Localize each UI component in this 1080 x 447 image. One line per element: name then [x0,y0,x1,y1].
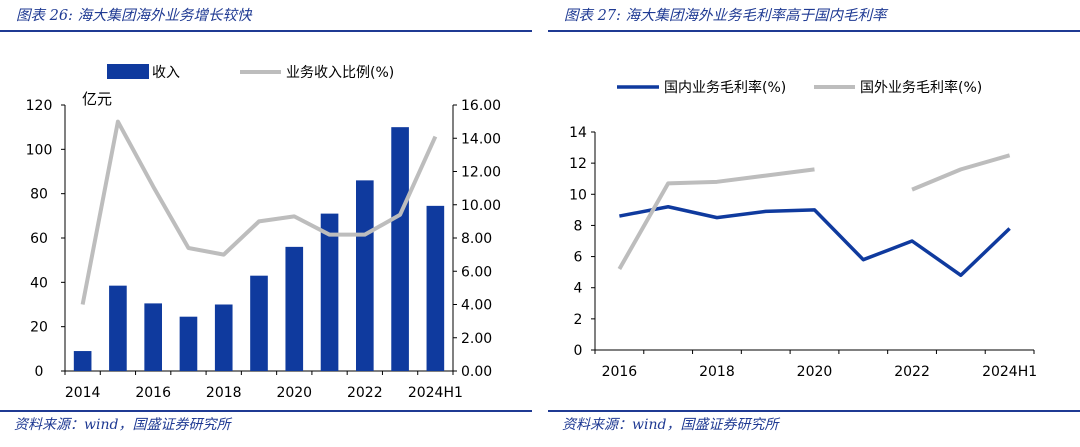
legend-label-share: 业务收入比例(%) [286,65,394,81]
figure-26-title: 图表 26: 海大集团海外业务增长较快 [16,8,252,24]
x-tick-label: 2018 [699,364,735,380]
revenue-bar-2024H1 [426,205,445,371]
y-tick-label: 2 [574,312,583,328]
x-tick-label: 2016 [602,364,638,380]
legend-swatch-revenue [107,64,149,79]
right-y-tick-label: 2.00 [461,331,492,347]
left-y-tick-label: 100 [26,142,53,158]
gross-margin-line-chart: 0 2 4 6 8 10 12 14 2016 2018 2020 2022 2024H1 国内业务毛利率… [569,79,1037,380]
x-tick-label: 2020 [797,364,833,380]
y-tick-label: 4 [574,281,583,297]
revenue-bar-2015 [109,285,127,371]
left-y-tick-label: 60 [30,231,48,247]
right-y-tick-label: 10.00 [461,198,501,214]
x-tick-label: 2022 [894,364,930,380]
y-tick-label: 0 [574,343,583,359]
y-tick-label: 10 [569,187,587,203]
x-tick-label: 2024H1 [982,364,1037,380]
revenue-bar-2016 [144,303,162,371]
overseas-share-line [80,119,438,305]
source-note: 资料来源：wind，国盛证券研究所 [562,417,779,433]
right-y-tick-label: 0.00 [461,364,492,380]
revenue-bar-2021 [320,213,339,371]
overseas-margin-line [617,167,815,271]
revenue-bar-2018 [214,304,233,371]
right-y-tick-label: 6.00 [461,264,492,280]
revenue-bar-2022 [356,180,374,371]
revenue-bar-line-chart: 0 20 40 60 80 100 120 0.00 2.00 4.00 6.00 8.00 10.00… [26,64,501,401]
right-y-tick-label: 4.00 [461,298,492,314]
left-chart-panel: 图表 26: 海大集团海外业务增长较快 0 20 40 60 80 100 120 0.00 2… [0,0,532,447]
y-tick-label: 8 [574,218,583,234]
revenue-bar-2014 [73,351,92,371]
title-divider [548,30,1080,32]
revenue-bar-2019 [250,275,268,371]
x-tick-label: 2018 [206,385,242,401]
x-tick-label: 2020 [276,385,312,401]
x-tick-label: 2016 [135,385,171,401]
source-note: 资料来源：wind，国盛证券研究所 [14,417,231,433]
title-divider [0,30,532,32]
left-y-tick-label: 80 [30,187,48,203]
domestic-margin-line [619,204,1011,278]
left-y-tick-label: 20 [30,320,48,336]
x-tick-label: 2014 [65,385,101,401]
y-unit-label: 亿元 [82,90,112,108]
legend-label-overseas: 国外业务毛利率(%) [860,79,982,96]
legend-label-revenue: 收入 [152,65,180,81]
left-y-tick-label: 120 [26,98,53,114]
right-y-tick-label: 8.00 [461,231,492,247]
left-y-tick-label: 0 [35,364,44,380]
left-y-tick-label: 40 [30,275,48,291]
y-tick-label: 14 [569,125,587,141]
legend-label-domestic: 国内业务毛利率(%) [664,79,786,96]
right-y-tick-label: 14.00 [461,131,501,147]
source-divider [0,410,532,412]
overseas-margin-line [911,153,1011,192]
right-chart-panel: 图表 27: 海大集团海外业务毛利率高于国内毛利率 0 2 4 6 8 10 12 14 201… [548,0,1080,447]
x-tick-label: 2022 [347,385,383,401]
revenue-bar-2017 [179,316,198,371]
right-y-tick-label: 12.00 [461,165,501,181]
figure-27-title: 图表 27: 海大集团海外业务毛利率高于国内毛利率 [564,8,887,24]
revenue-bar-2023 [391,127,409,372]
y-tick-label: 12 [569,156,587,172]
right-y-tick-label: 16.00 [461,98,501,114]
source-divider [548,410,1080,412]
revenue-bar-2020 [285,246,304,371]
y-tick-label: 6 [574,250,583,266]
x-tick-label: 2024H1 [408,385,463,401]
